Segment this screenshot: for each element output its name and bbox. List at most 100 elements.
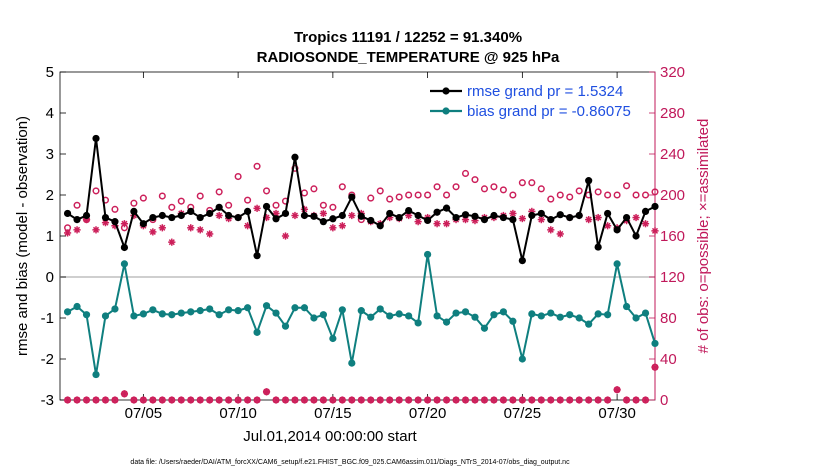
rmse-point xyxy=(395,213,403,222)
legend: rmse grand pr = 1.5324 bias grand pr = -… xyxy=(430,83,631,120)
y-left-tick-label: 2 xyxy=(46,187,54,204)
obs-possible-marker xyxy=(461,169,470,178)
obs-possible-marker xyxy=(405,191,413,199)
asterisk-stroke xyxy=(197,226,204,233)
bias-point xyxy=(101,312,110,320)
bias-point xyxy=(537,312,545,320)
rmse-point xyxy=(225,211,233,220)
obs-possible-marker xyxy=(386,195,394,203)
asterisk-stroke xyxy=(538,396,545,404)
asterisk-stroke xyxy=(434,396,441,404)
rmse-point xyxy=(281,209,290,218)
obs-possible-marker xyxy=(509,191,517,199)
bias-point xyxy=(547,309,555,317)
asterisk-stroke xyxy=(111,396,119,404)
bias-point xyxy=(130,312,138,320)
obs-possible-marker xyxy=(443,191,451,199)
obs-assimilated-marker xyxy=(168,238,176,246)
obs-assimilated-marker xyxy=(206,230,214,238)
bias-point xyxy=(622,302,631,311)
asterisk-stroke xyxy=(500,396,507,404)
bias-point xyxy=(253,328,261,336)
y-right-tick-label: 280 xyxy=(660,105,685,122)
asterisk-stroke xyxy=(168,396,175,404)
rmse-point xyxy=(585,177,593,185)
obs-assimilated-marker xyxy=(518,214,526,223)
data-file-footer: data file: /Users/raeder/DAI/ATM_forcXX/… xyxy=(130,459,570,466)
asterisk-stroke xyxy=(329,396,336,404)
y-right-tick-label: 120 xyxy=(660,269,685,286)
bias-series xyxy=(63,250,659,379)
bias-point xyxy=(168,311,176,319)
rmse-point xyxy=(641,207,650,215)
bias-point xyxy=(480,324,489,332)
obs-assimilated-marker xyxy=(158,396,166,404)
obs-assimilated-marker xyxy=(300,396,309,404)
asterisk-stroke xyxy=(557,396,564,404)
asterisk-stroke xyxy=(528,396,535,404)
asterisk-stroke xyxy=(519,396,526,404)
asterisk-stroke xyxy=(272,396,280,404)
obs-assimilated-marker xyxy=(604,396,612,404)
x-tick-label: 07/05 xyxy=(125,405,163,422)
obs-possible-marker xyxy=(338,183,346,191)
asterisk-stroke xyxy=(225,396,232,404)
obs-possible-marker xyxy=(623,182,631,190)
asterisk-stroke xyxy=(443,220,450,227)
obs-possible-marker xyxy=(651,188,659,196)
x-axis-label: Jul.01,2014 00:00:00 start xyxy=(243,428,417,445)
obs-assimilated-marker xyxy=(367,396,375,404)
obs-assimilated-marker xyxy=(149,228,157,236)
rmse-point xyxy=(632,232,640,240)
obs-possible-marker xyxy=(262,187,271,195)
obs-assimilated-marker xyxy=(196,396,204,404)
bias-point xyxy=(73,302,81,311)
asterisk-stroke xyxy=(642,396,649,404)
rmse-point xyxy=(651,202,659,211)
asterisk-stroke xyxy=(102,396,109,404)
rmse-point xyxy=(499,213,508,222)
y-right-tick-label: 40 xyxy=(660,351,677,368)
asterisk-stroke xyxy=(102,219,109,226)
obs-possible-marker xyxy=(329,203,337,211)
bias-point xyxy=(566,311,574,319)
bias-point xyxy=(367,313,375,321)
obs-assimilated-marker xyxy=(281,396,290,404)
bias-point xyxy=(414,319,422,327)
asterisk-stroke xyxy=(168,239,175,246)
obs-possible-marker xyxy=(272,201,280,209)
rmse-point xyxy=(187,207,195,215)
obs-assimilated-marker xyxy=(120,220,129,228)
obs-possible-marker xyxy=(433,183,441,191)
y-axis-right: 0 40 80 120 160 200 240 280 320 xyxy=(649,64,685,409)
legend-bias-marker xyxy=(442,107,450,115)
obs-assimilated-marker xyxy=(537,216,545,224)
obs-assimilated-marker xyxy=(253,204,261,212)
obs-assimilated-marker xyxy=(139,396,147,404)
asterisk-stroke xyxy=(339,396,346,404)
obs-possible-marker xyxy=(253,162,261,170)
obs-possible-marker xyxy=(367,194,375,202)
rmse-point xyxy=(139,220,147,228)
asterisk-stroke xyxy=(538,216,545,223)
asterisk-stroke xyxy=(310,396,317,404)
bias-point xyxy=(300,304,309,312)
rmse-point xyxy=(461,211,470,219)
obs-assimilated-marker xyxy=(433,220,441,228)
asterisk-stroke xyxy=(633,396,640,404)
obs-assimilated-marker xyxy=(130,396,138,404)
rmse-point xyxy=(622,213,631,222)
bias-point xyxy=(442,318,451,326)
y-left-tick-label: 0 xyxy=(46,269,54,286)
asterisk-stroke xyxy=(386,396,393,404)
rmse-point xyxy=(319,218,327,226)
asterisk-stroke xyxy=(159,396,166,404)
bias-point xyxy=(518,355,526,363)
y-right-tick-label: 320 xyxy=(660,64,685,81)
obs-assimilated-marker xyxy=(348,211,356,220)
y-left-tick-label: -1 xyxy=(41,310,54,327)
x-tick-label: 07/15 xyxy=(314,405,352,422)
obs-assimilated-marker xyxy=(111,396,119,404)
obs-assimilated-marker xyxy=(641,220,650,228)
rmse-point xyxy=(414,211,422,220)
